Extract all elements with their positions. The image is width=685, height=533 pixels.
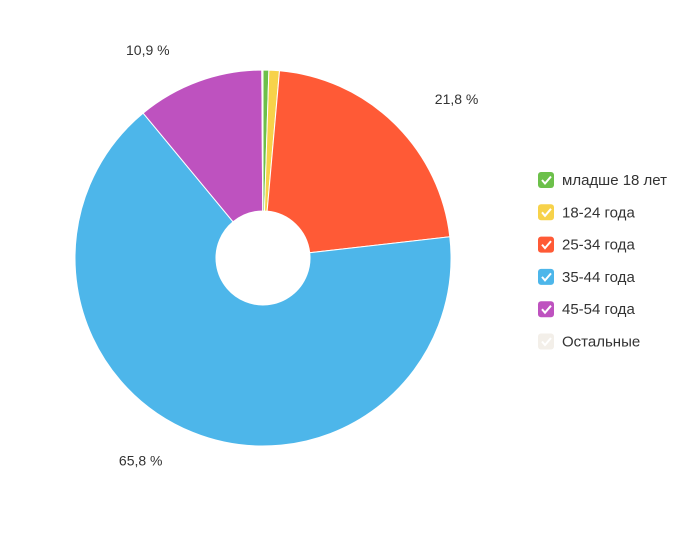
legend-label: Остальные	[562, 333, 640, 350]
legend-item[interactable]: 18-24 года	[538, 204, 635, 221]
legend-label: 18-24 года	[562, 204, 635, 221]
legend-swatch	[538, 172, 554, 188]
legend-label: 35-44 года	[562, 269, 635, 286]
legend-check	[541, 175, 552, 186]
pie-slice	[142, 69, 264, 223]
legend-check	[541, 208, 552, 218]
legend-check	[541, 272, 552, 282]
legend-item[interactable]: младше 18 лет	[538, 172, 667, 189]
legend-label: 45-54 года	[562, 301, 635, 318]
legend-check	[541, 240, 552, 250]
pie-slice	[261, 69, 264, 212]
legend-label: младше 18 лет	[562, 172, 667, 189]
legend-swatch	[538, 236, 554, 253]
legend-item[interactable]: 25-34 года	[538, 237, 635, 254]
legend-item[interactable]: Остальные	[538, 333, 640, 350]
data-label: 21,8 %	[435, 91, 479, 107]
legend-check	[541, 337, 552, 347]
data-label: 10,9 %	[126, 42, 170, 58]
legend-item[interactable]: 45-54 года	[538, 301, 635, 318]
data-label: 65,8 %	[119, 453, 163, 469]
pie-slice	[266, 70, 451, 254]
legend-item[interactable]: 35-44 года	[538, 269, 635, 286]
legend-label: 25-34 года	[562, 237, 635, 254]
legend-swatch	[538, 333, 554, 350]
legend-swatch	[538, 204, 554, 221]
legend-check	[541, 305, 552, 315]
legend-swatch	[538, 268, 554, 285]
pie-slice	[74, 112, 452, 447]
legend-swatch	[538, 301, 554, 318]
